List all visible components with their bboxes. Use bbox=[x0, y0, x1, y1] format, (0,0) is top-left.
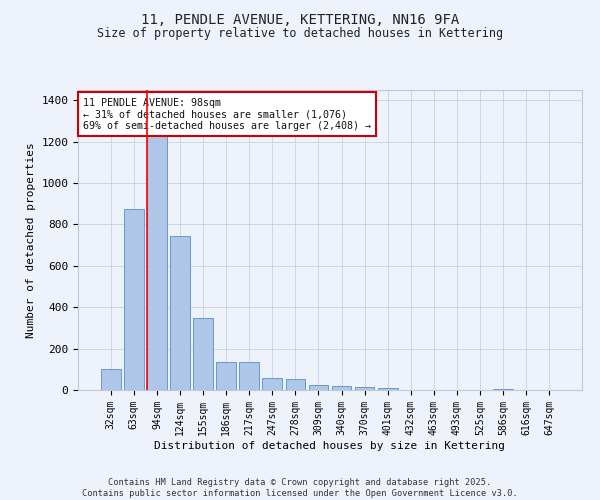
Bar bbox=[355, 387, 374, 390]
Bar bbox=[101, 370, 121, 390]
Bar bbox=[308, 385, 328, 390]
Text: Size of property relative to detached houses in Kettering: Size of property relative to detached ho… bbox=[97, 28, 503, 40]
Bar bbox=[124, 209, 143, 390]
Bar bbox=[217, 362, 236, 390]
Bar bbox=[332, 386, 352, 390]
Bar bbox=[170, 236, 190, 390]
Text: 11, PENDLE AVENUE, KETTERING, NN16 9FA: 11, PENDLE AVENUE, KETTERING, NN16 9FA bbox=[141, 12, 459, 26]
X-axis label: Distribution of detached houses by size in Kettering: Distribution of detached houses by size … bbox=[155, 440, 505, 450]
Text: Contains HM Land Registry data © Crown copyright and database right 2025.
Contai: Contains HM Land Registry data © Crown c… bbox=[82, 478, 518, 498]
Text: 11 PENDLE AVENUE: 98sqm
← 31% of detached houses are smaller (1,076)
69% of semi: 11 PENDLE AVENUE: 98sqm ← 31% of detache… bbox=[83, 98, 371, 130]
Bar bbox=[493, 389, 513, 390]
Y-axis label: Number of detached properties: Number of detached properties bbox=[26, 142, 36, 338]
Bar bbox=[262, 378, 282, 390]
Bar bbox=[147, 130, 167, 390]
Bar bbox=[239, 362, 259, 390]
Bar bbox=[193, 318, 213, 390]
Bar bbox=[378, 388, 398, 390]
Bar bbox=[286, 378, 305, 390]
